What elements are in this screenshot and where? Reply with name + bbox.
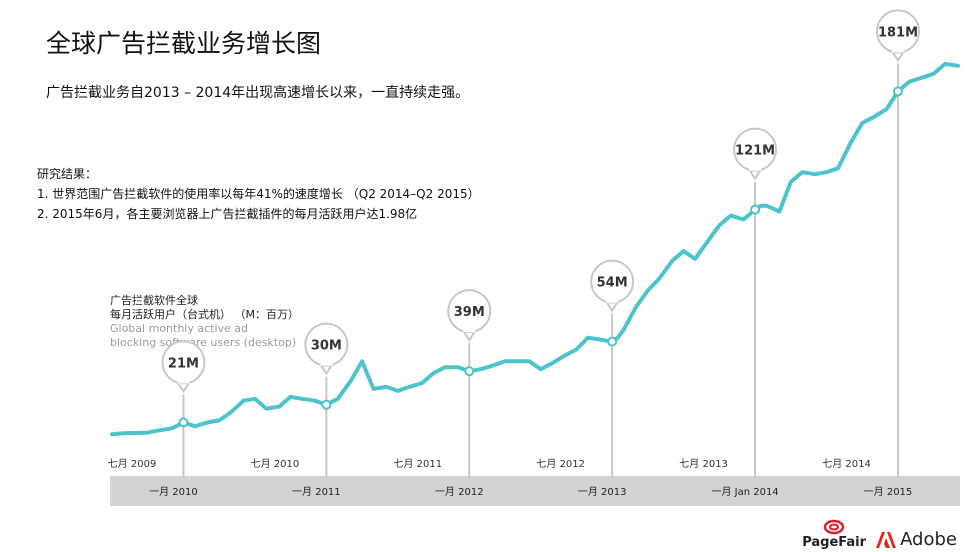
page-title: 全球广告拦截业务增长图 [46,29,322,58]
x-tick-top-2: 七月 2011 [393,458,442,470]
x-axis-band [110,476,960,506]
callout-label-5: 181M [878,25,918,40]
legend-cn-line1: 广告拦截软件全球 [110,294,198,307]
x-tick-top-0: 七月 2009 [108,458,157,470]
callout-label-4: 121M [735,144,775,159]
adobe-a-icon [876,531,897,548]
callout-label-3: 54M [597,276,628,291]
callout-point-5 [892,86,903,97]
finding-item-1: 1. 世界范围广告拦截软件的使用率以每年41%的速度增长 （Q2 2014–Q2… [37,187,480,201]
chart-legend: 广告拦截软件全球 每月活跃用户（台式机） （M：百万） Global month… [110,294,299,350]
callout-label-2: 39M [454,305,485,320]
finding-item-2: 2. 2015年6月，各主要浏览器上广告拦截插件的每月活跃用户达1.98亿 [37,207,418,221]
x-tick-top-4: 七月 2013 [679,458,728,470]
callout-join-5 [891,48,904,53]
findings-block: 研究结果： 1. 世界范围广告拦截软件的使用率以每年41%的速度增长 （Q2 2… [37,164,480,224]
callout-point-4 [750,204,761,215]
x-tick-top-5: 七月 2014 [822,458,871,470]
x-tick-top-3: 七月 2012 [536,458,585,470]
callout-point-0 [178,417,189,428]
adobe-wordmark: Adobe [900,529,957,550]
legend-en-line2: blocking software users (desktop) [110,336,297,349]
callout-join-2 [463,328,476,333]
x-tick-bottom-2: 一月 2012 [435,486,484,498]
callout-label-1: 30M [311,339,342,354]
x-tick-top-1: 七月 2010 [251,458,300,470]
x-tick-bottom-0: 一月 2010 [149,486,198,498]
callout-join-1 [320,361,333,366]
pagefair-swirl-icon [823,519,845,535]
legend-cn-line2: 每月活跃用户（台式机） （M：百万） [110,308,299,321]
callout-label-0: 21M [168,356,199,371]
callout-point-1 [321,399,332,410]
page-subtitle: 广告拦截业务自2013 – 2014年出现高速增长以来，一直持续走强。 [46,85,470,101]
adobe-logo: Adobe [876,529,957,550]
callout-point-3 [607,336,618,347]
x-tick-bottom-3: 一月 2013 [578,486,627,498]
callout-join-3 [606,298,619,303]
pagefair-logo: PageFair [802,519,866,550]
callout-join-0 [177,379,190,384]
legend-en-line1: Global monthly active ad [110,322,249,335]
callout-point-2 [464,366,475,377]
logo-bar: PageFair Adobe [802,519,957,550]
x-tick-bottom-4: 一月 Jan 2014 [711,486,778,498]
callout-join-4 [749,166,762,171]
x-tick-bottom-1: 一月 2011 [292,486,341,498]
x-tick-bottom-5: 一月 2015 [864,486,913,498]
pagefair-wordmark: PageFair [802,535,867,550]
findings-heading: 研究结果： [37,167,98,181]
series-line [110,61,960,437]
